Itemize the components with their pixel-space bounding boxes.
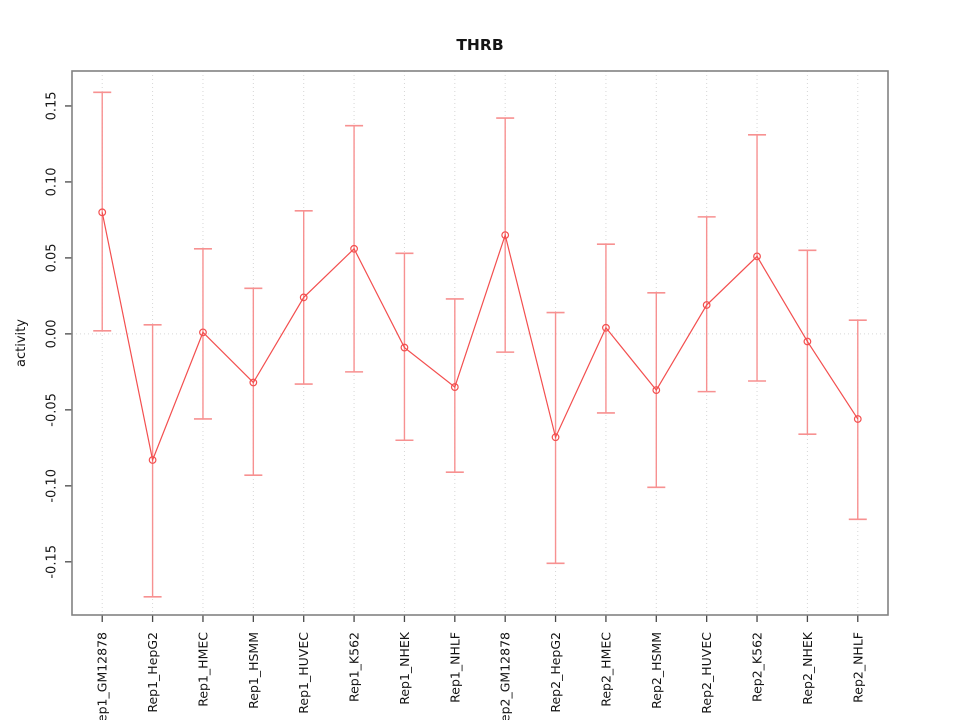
plot-border xyxy=(71,70,889,616)
data-point-Rep1_NHLF xyxy=(450,383,459,391)
y-tick-label: 0.00 xyxy=(45,319,60,348)
x-tick-label-Rep1_HMEC: Rep1_HMEC xyxy=(195,632,210,707)
x-tick-label-Rep1_NHEK: Rep1_NHEK xyxy=(397,631,412,705)
data-point-Rep2_NHEK xyxy=(803,337,812,346)
x-tick-label-Rep2_NHEK: Rep2_NHEK xyxy=(800,631,815,705)
x-tick-label-Rep2_HSMM: Rep2_HSMM xyxy=(649,632,664,709)
error-bars xyxy=(93,91,867,598)
x-tick-label-Rep1_HSMM: Rep1_HSMM xyxy=(246,632,261,709)
x-tick-label-Rep1_HepG2: Rep1_HepG2 xyxy=(145,632,160,713)
y-tick-label: 0.05 xyxy=(45,243,60,272)
data-point-Rep1_HepG2 xyxy=(148,456,157,464)
x-tick-label-Rep2_K562: Rep2_K562 xyxy=(750,632,765,702)
data-point-Rep2_NHLF xyxy=(853,415,862,423)
data-point-Rep1_HSMM xyxy=(249,378,258,387)
data-point-Rep2_GM12878 xyxy=(501,231,510,240)
y-tick-label: 0.15 xyxy=(45,91,60,120)
data-point-Rep1_K562 xyxy=(350,244,358,253)
x-tick-label-Rep1_GM12878: Rep1_GM12878 xyxy=(95,632,110,720)
data-point-Rep2_HSMM xyxy=(652,386,661,395)
x-tick-label-Rep1_HUVEC: Rep1_HUVEC xyxy=(296,632,311,714)
y-tick-label: -0.05 xyxy=(45,393,60,427)
x-tick-label-Rep1_NHLF: Rep1_NHLF xyxy=(447,632,462,703)
gridlines xyxy=(72,71,888,615)
y-tick-label: 0.10 xyxy=(45,167,60,196)
data-point-Rep2_K562 xyxy=(753,252,761,261)
y-tick-label: -0.15 xyxy=(45,545,60,579)
plot-area: -0.15 -0.10 -0.05 0.00 0.05 0.10 0.15 Rep1_GM12… xyxy=(45,70,889,720)
activity-series-line xyxy=(101,212,859,463)
x-tick-label-Rep2_NHLF: Rep2_NHLF xyxy=(850,632,865,703)
data-points xyxy=(98,208,862,464)
y-tick-label: -0.10 xyxy=(45,469,60,503)
x-tick-label-Rep2_GM12878: Rep2_GM12878 xyxy=(498,632,513,720)
data-point-Rep1_HMEC xyxy=(199,328,207,337)
data-point-Rep2_HMEC xyxy=(602,323,610,332)
data-point-Rep2_HUVEC xyxy=(702,301,711,309)
data-point-Rep2_HepG2 xyxy=(551,433,560,442)
x-tick-label-Rep2_HUVEC: Rep2_HUVEC xyxy=(699,632,714,714)
chart-title: THRB xyxy=(456,36,503,54)
x-tick-label-Rep2_HMEC: Rep2_HMEC xyxy=(598,632,613,707)
data-point-Rep1_GM12878 xyxy=(98,208,107,217)
y-axis-label: activity xyxy=(14,319,29,367)
x-tick-label-Rep1_K562: Rep1_K562 xyxy=(347,632,362,702)
data-point-Rep1_HUVEC xyxy=(299,293,308,302)
axes: -0.15 -0.10 -0.05 0.00 0.05 0.10 0.15 Rep1_GM12… xyxy=(45,91,866,720)
data-point-Rep1_NHEK xyxy=(400,343,409,352)
x-tick-label-Rep2_HepG2: Rep2_HepG2 xyxy=(548,632,563,713)
